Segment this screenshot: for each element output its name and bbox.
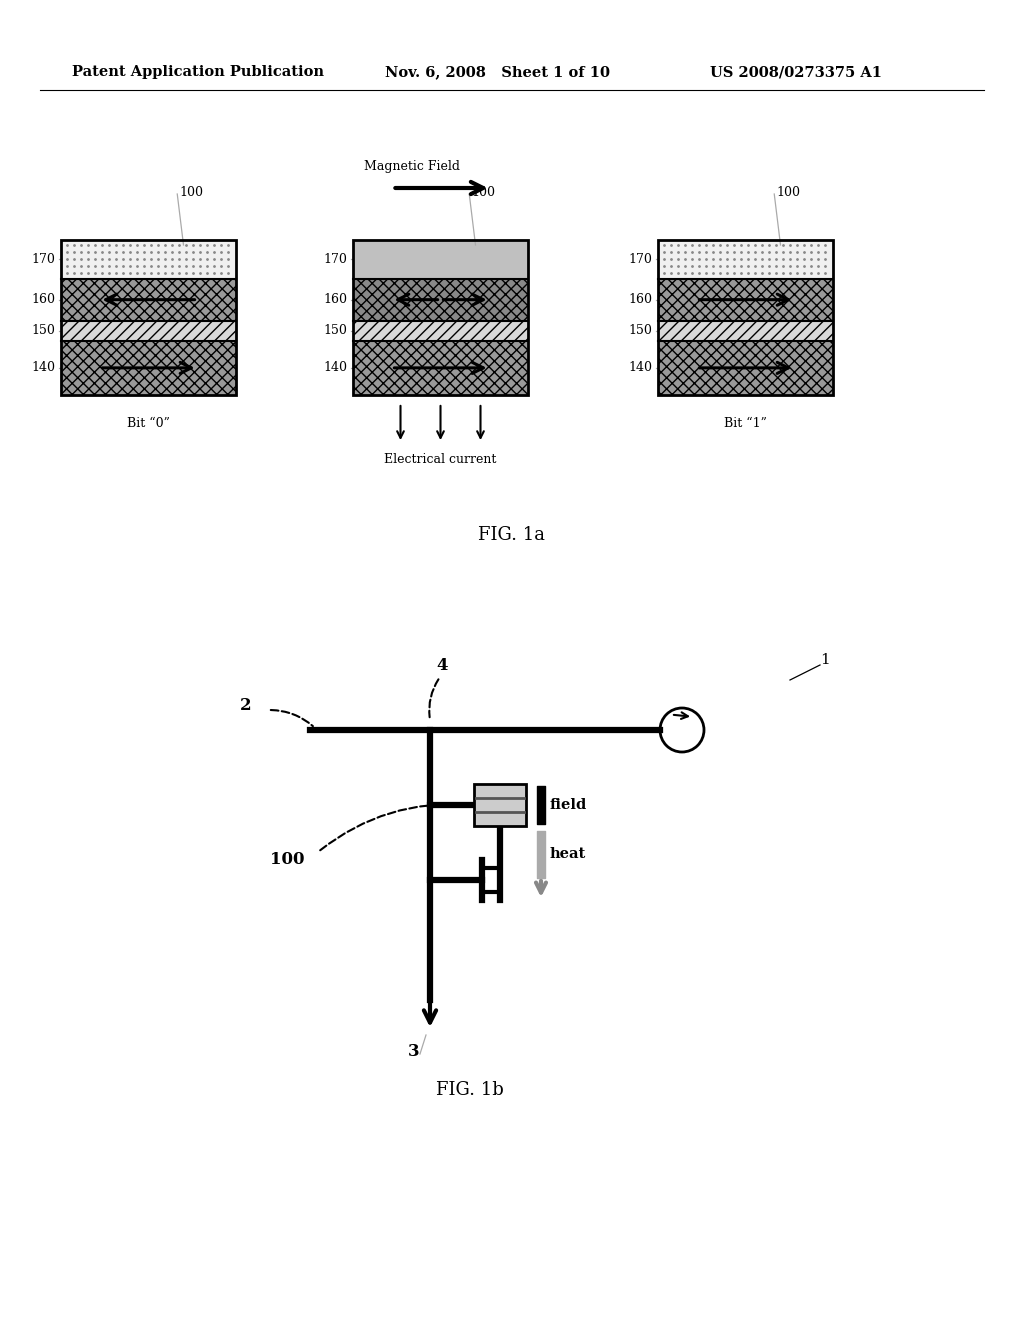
Bar <box>353 240 528 279</box>
Bar <box>658 240 833 395</box>
Bar <box>658 240 833 279</box>
Text: 100: 100 <box>471 186 496 198</box>
Bar <box>353 240 528 279</box>
Text: 170: 170 <box>324 253 347 265</box>
Bar <box>658 279 833 321</box>
Text: 140: 140 <box>628 362 652 375</box>
Bar <box>353 279 528 321</box>
Text: 160: 160 <box>628 293 652 306</box>
Text: field: field <box>549 799 587 812</box>
Text: 4: 4 <box>436 656 447 673</box>
Text: 150: 150 <box>31 325 55 337</box>
Text: 140: 140 <box>31 362 55 375</box>
Text: 1: 1 <box>820 653 829 667</box>
Text: 140: 140 <box>323 362 347 375</box>
Bar <box>61 321 236 341</box>
Bar <box>658 321 833 341</box>
Text: 100: 100 <box>179 186 203 198</box>
Text: Electrical current: Electrical current <box>384 453 497 466</box>
Text: 170: 170 <box>31 253 55 265</box>
Bar <box>353 341 528 395</box>
Text: heat: heat <box>549 847 586 862</box>
Text: 160: 160 <box>31 293 55 306</box>
Text: US 2008/0273375 A1: US 2008/0273375 A1 <box>710 65 882 79</box>
Text: 2: 2 <box>240 697 252 714</box>
Bar <box>61 341 236 395</box>
Bar <box>658 321 833 341</box>
Text: FIG. 1a: FIG. 1a <box>478 525 546 544</box>
Text: 150: 150 <box>324 325 347 337</box>
Bar <box>61 240 236 279</box>
Bar <box>61 240 236 395</box>
Bar <box>353 341 528 395</box>
Bar <box>61 279 236 321</box>
Text: Patent Application Publication: Patent Application Publication <box>72 65 324 79</box>
Text: 170: 170 <box>628 253 652 265</box>
Text: FIG. 1b: FIG. 1b <box>436 1081 504 1100</box>
Bar <box>61 279 236 321</box>
Bar <box>61 321 236 341</box>
Bar <box>658 341 833 395</box>
Bar <box>61 341 236 395</box>
Bar <box>474 784 526 826</box>
Text: 100: 100 <box>776 186 800 198</box>
Text: 160: 160 <box>323 293 347 306</box>
Bar <box>353 279 528 321</box>
Bar <box>658 279 833 321</box>
Text: Nov. 6, 2008   Sheet 1 of 10: Nov. 6, 2008 Sheet 1 of 10 <box>385 65 610 79</box>
Text: Magnetic Field: Magnetic Field <box>365 160 461 173</box>
Text: 150: 150 <box>628 325 652 337</box>
Bar <box>353 240 528 395</box>
Bar <box>353 321 528 341</box>
Bar <box>658 341 833 395</box>
Text: 3: 3 <box>408 1044 420 1060</box>
Text: Bit “1”: Bit “1” <box>724 417 767 430</box>
Text: 100: 100 <box>270 851 304 869</box>
Bar <box>353 321 528 341</box>
Text: Bit “0”: Bit “0” <box>127 417 170 430</box>
